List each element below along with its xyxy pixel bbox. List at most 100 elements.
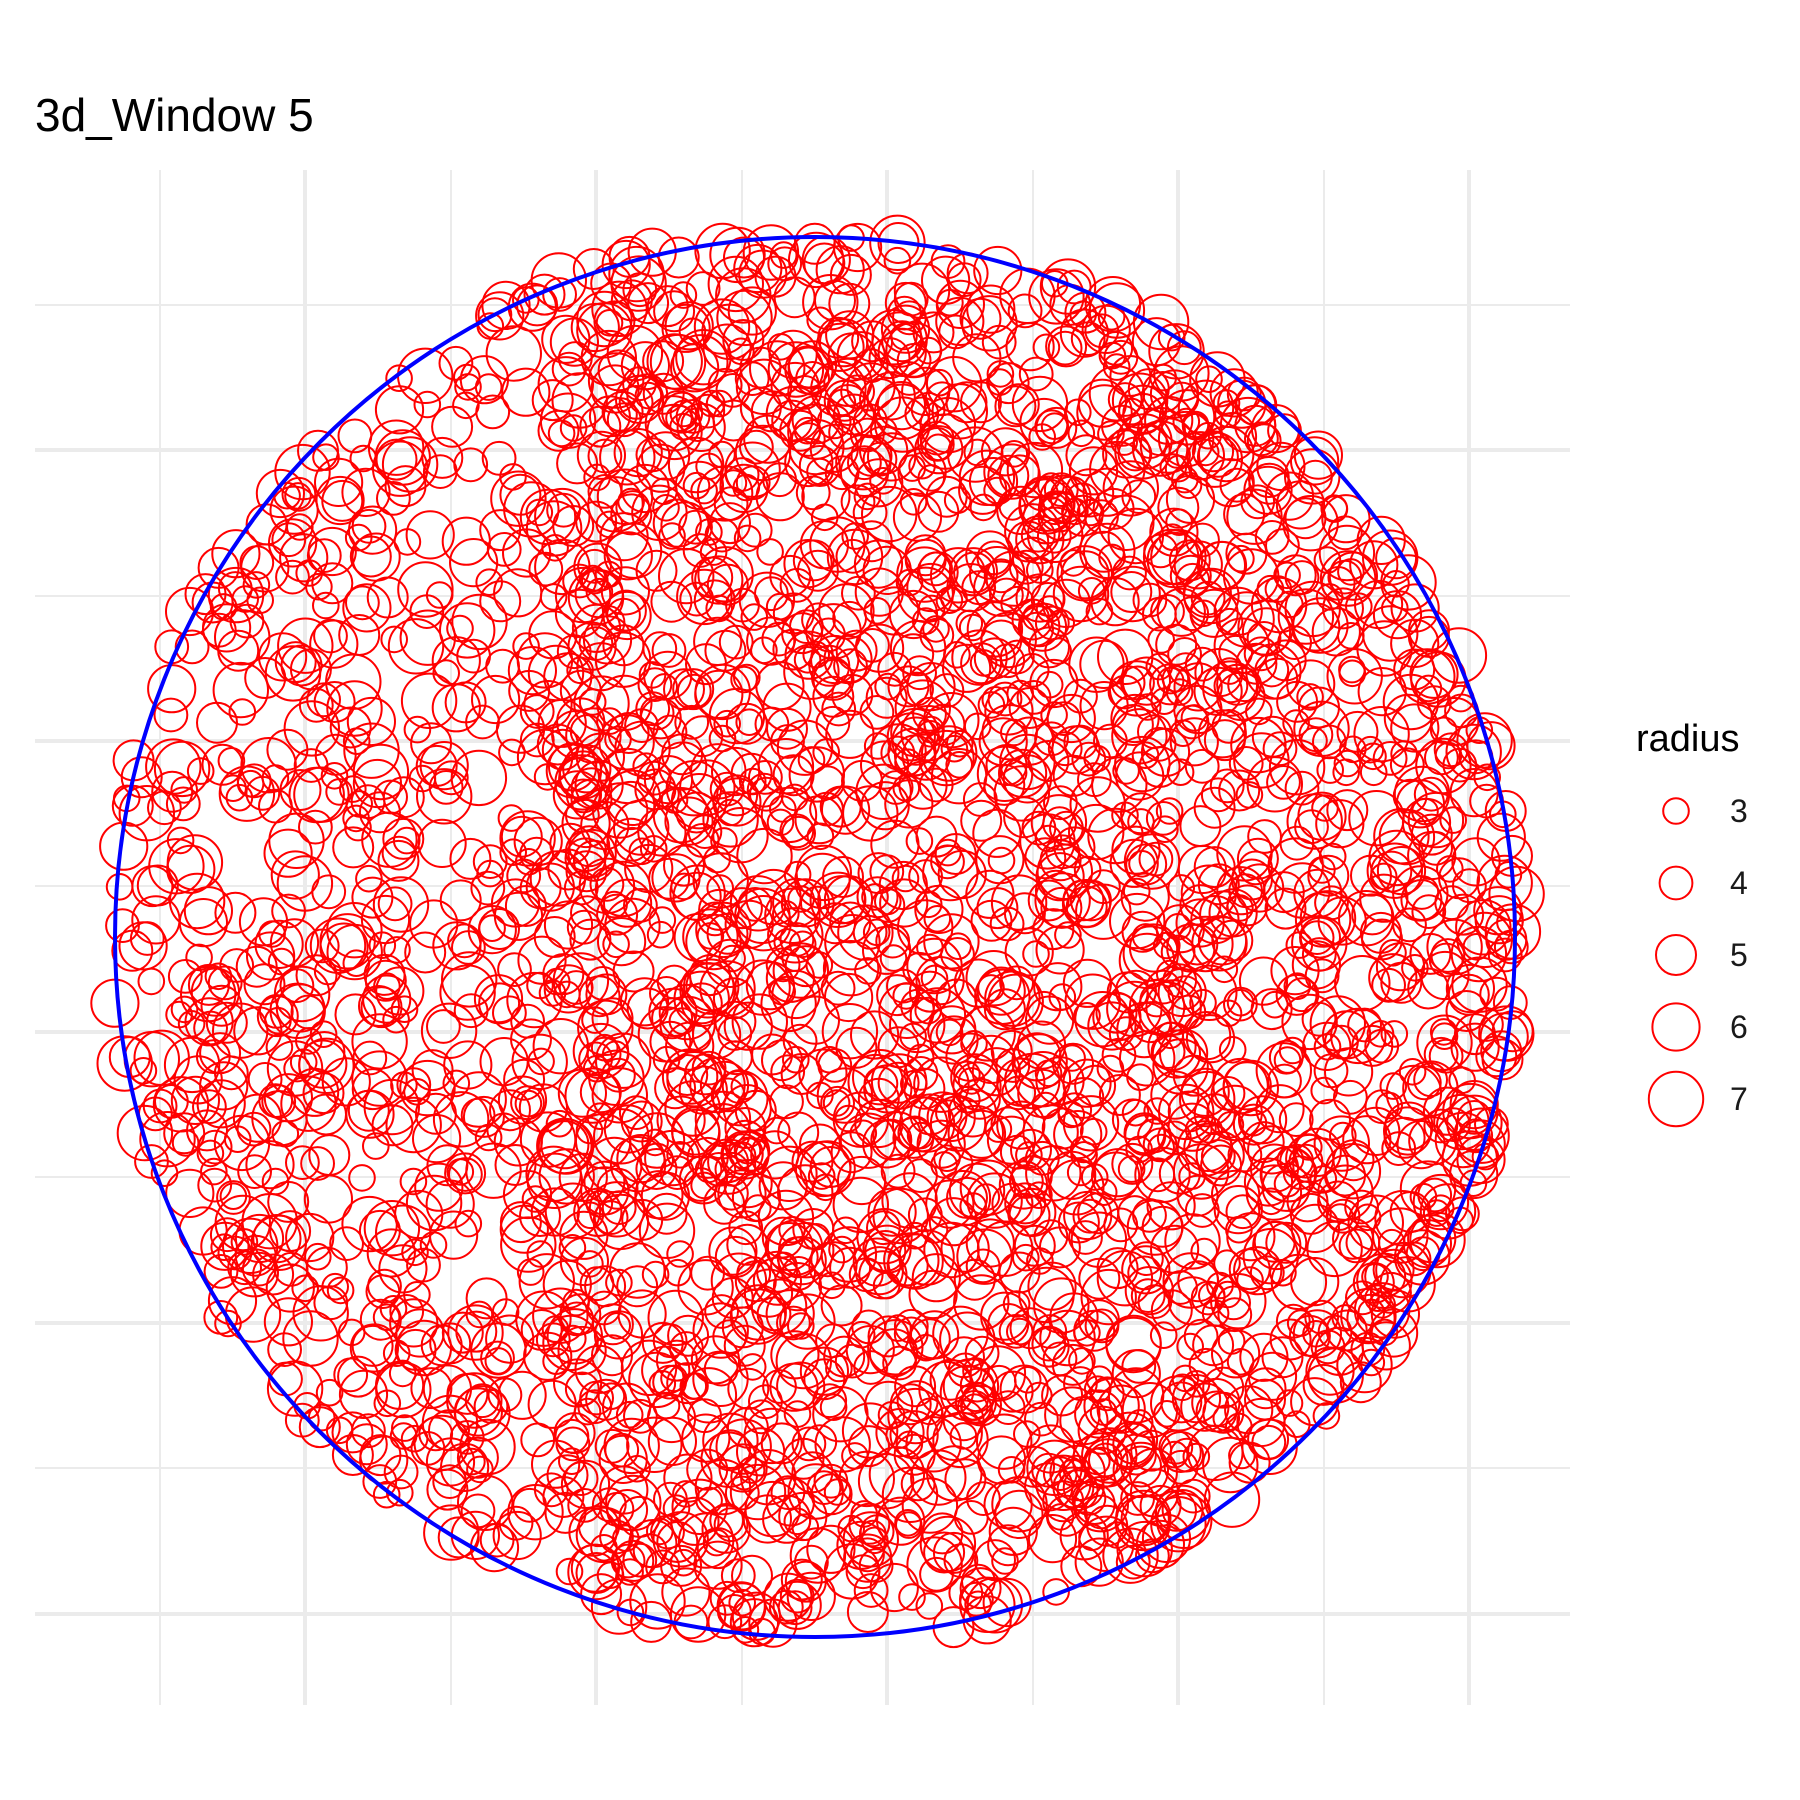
data-point	[481, 440, 517, 476]
data-point	[687, 1398, 722, 1434]
data-point	[1372, 1248, 1415, 1291]
data-point	[578, 626, 614, 661]
legend-key-mark	[1658, 865, 1694, 901]
data-point	[1310, 1076, 1338, 1105]
data-point	[1151, 815, 1179, 844]
data-point	[1041, 578, 1092, 629]
data-point	[1185, 1014, 1236, 1064]
data-point	[859, 1514, 895, 1549]
data-point	[702, 1412, 759, 1470]
data-point	[772, 1580, 822, 1630]
data-point	[438, 345, 474, 381]
data-point	[293, 766, 350, 823]
data-point	[1390, 703, 1440, 753]
data-point	[1235, 781, 1264, 809]
data-point	[577, 999, 634, 1057]
data-point	[277, 617, 334, 674]
data-point	[791, 1140, 834, 1183]
data-point	[1039, 258, 1097, 315]
data-point	[342, 583, 392, 633]
data-point	[738, 249, 788, 299]
data-point	[293, 748, 329, 783]
data-point	[699, 960, 756, 1017]
legend-key-mark	[1655, 934, 1697, 976]
data-point	[378, 1244, 428, 1294]
data-point	[1077, 1299, 1120, 1342]
data-point	[382, 1339, 411, 1367]
data-point	[960, 799, 1003, 842]
data-point	[724, 1475, 760, 1511]
data-point	[664, 1080, 721, 1137]
data-point	[1273, 561, 1301, 590]
data-point	[1255, 1042, 1313, 1099]
data-point	[1047, 731, 1083, 767]
data-point	[1006, 441, 1064, 499]
data-point	[597, 917, 647, 967]
data-point	[542, 1347, 570, 1375]
data-point	[976, 887, 1019, 930]
data-point	[1067, 419, 1096, 448]
data-point	[731, 1591, 782, 1641]
data-point	[1111, 801, 1139, 830]
data-point	[1011, 598, 1054, 641]
data-point	[1298, 717, 1334, 753]
data-point	[791, 1513, 820, 1541]
data-point	[716, 289, 773, 347]
data-point	[877, 1061, 920, 1104]
data-point	[606, 1489, 649, 1531]
data-point	[1245, 697, 1273, 726]
data-point	[1034, 721, 1069, 757]
data-point	[652, 787, 710, 844]
data-point	[772, 592, 815, 635]
data-point	[1345, 592, 1373, 621]
data-point	[1456, 1119, 1506, 1169]
data-point	[1156, 1492, 1213, 1550]
data-point	[783, 1400, 812, 1428]
data-point	[1409, 649, 1459, 699]
data-point	[207, 965, 243, 1001]
data-point	[1226, 376, 1262, 412]
data-point	[1077, 1405, 1127, 1455]
data-point	[486, 1112, 522, 1148]
data-point	[111, 784, 154, 827]
data-point	[820, 1085, 855, 1121]
data-point	[1089, 1178, 1118, 1206]
data-point	[1103, 1521, 1131, 1549]
data-point	[1290, 436, 1340, 486]
data-point	[799, 1140, 856, 1197]
data-point	[1168, 652, 1204, 687]
data-point	[315, 1378, 344, 1407]
data-point	[1187, 1424, 1244, 1482]
data-point	[337, 1355, 380, 1398]
data-point	[981, 686, 1010, 714]
data-point	[1087, 1001, 1137, 1051]
data-point	[713, 486, 749, 522]
data-point	[1284, 770, 1320, 806]
data-point	[998, 748, 1048, 798]
data-point	[1369, 862, 1398, 891]
data-point	[949, 1422, 978, 1450]
data-point	[400, 672, 458, 729]
data-point	[372, 1303, 401, 1331]
data-point	[646, 920, 675, 949]
data-point	[1028, 268, 1085, 325]
data-point	[1116, 1001, 1173, 1059]
data-point	[868, 1328, 919, 1378]
data-point	[405, 510, 455, 560]
data-point	[244, 657, 287, 699]
data-point	[901, 1477, 959, 1534]
data-point	[306, 682, 342, 718]
data-point	[1321, 494, 1371, 544]
data-point	[1027, 1261, 1077, 1311]
data-point	[612, 950, 655, 993]
data-point	[528, 610, 578, 660]
data-point	[538, 979, 567, 1007]
data-point	[219, 1182, 248, 1210]
data-point	[825, 310, 875, 360]
data-point	[1286, 1180, 1329, 1223]
data-point	[701, 1504, 751, 1554]
data-point	[519, 867, 562, 910]
data-point	[466, 1455, 494, 1484]
data-point	[796, 549, 839, 592]
data-point	[313, 618, 348, 654]
